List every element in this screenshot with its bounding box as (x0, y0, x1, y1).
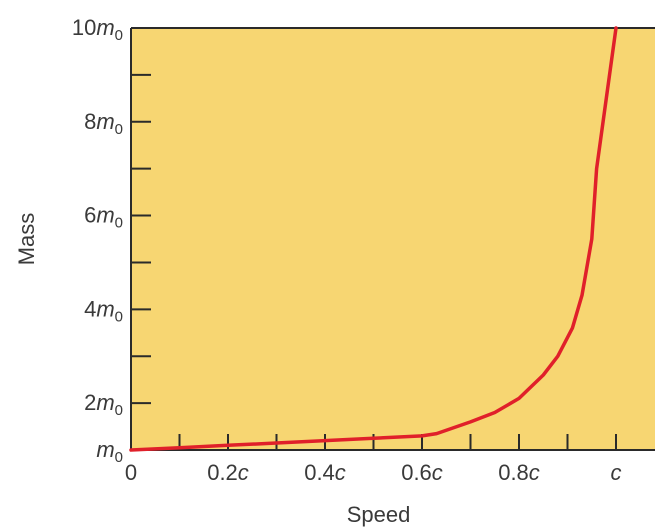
y-tick-label: 10m0 (72, 15, 123, 44)
x-axis-title: Speed (347, 502, 411, 527)
y-tick-label: 6m0 (84, 203, 123, 232)
y-axis-title: Mass (14, 213, 39, 266)
y-axis-ticks: m0 2m0 4m0 6m0 8m0 10m0 (72, 15, 151, 466)
x-tick-label: 0.8c (498, 460, 540, 485)
y-tick-label: 8m0 (84, 109, 123, 138)
x-tick-label: 0.6c (401, 460, 443, 485)
series-group (129, 26, 618, 452)
x-tick-label: 0.2c (207, 460, 249, 485)
x-tick-label: 0.4c (304, 460, 346, 485)
series-line-0 (129, 26, 618, 452)
plot-background (131, 28, 655, 450)
x-tick-label: c (611, 460, 622, 485)
x-axis-ticks: 0 0.2c 0.4c 0.6c 0.8c c (125, 434, 622, 485)
y-tick-label: m0 (96, 437, 123, 466)
y-tick-label: 4m0 (84, 296, 123, 325)
x-tick-label: 0 (125, 460, 137, 485)
y-tick-label: 2m0 (84, 390, 123, 419)
